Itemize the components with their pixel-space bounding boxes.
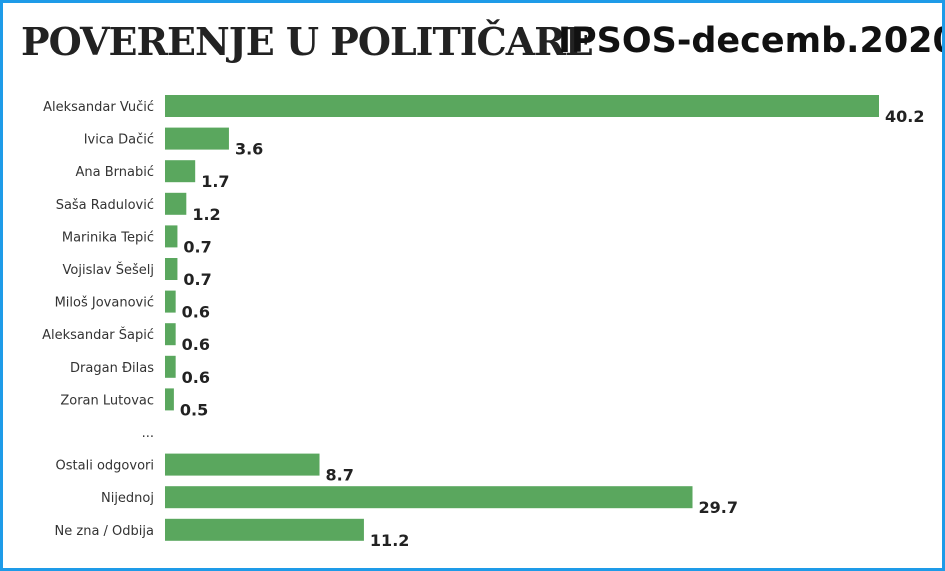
bar bbox=[165, 518, 364, 541]
category-label: ... bbox=[142, 426, 154, 441]
category-label: Aleksandar Vučić bbox=[43, 100, 154, 115]
bar bbox=[165, 486, 693, 509]
value-label: 0.6 bbox=[182, 335, 210, 354]
bar bbox=[165, 160, 196, 183]
category-label: Ana Brnabić bbox=[76, 165, 154, 180]
category-label: Marinika Tepić bbox=[62, 230, 154, 245]
chart-title: POVERENJE U POLITIČARE bbox=[21, 19, 594, 64]
category-label: Aleksandar Šapić bbox=[42, 327, 154, 343]
value-label: 0.6 bbox=[182, 368, 210, 387]
bar bbox=[165, 388, 174, 411]
value-label: 11.2 bbox=[370, 531, 409, 550]
value-label: 0.7 bbox=[183, 237, 211, 256]
bar bbox=[165, 95, 879, 117]
bar bbox=[165, 355, 176, 378]
category-label: Vojislav Šešelj bbox=[63, 262, 154, 278]
value-label: 8.7 bbox=[326, 466, 354, 485]
bar bbox=[165, 192, 187, 215]
category-label: Ivica Dačić bbox=[84, 133, 154, 148]
value-label: 3.6 bbox=[235, 140, 263, 159]
chart-subtitle: IPSOS-decemb.2020. bbox=[558, 21, 945, 61]
bar bbox=[165, 258, 178, 280]
value-label: 0.6 bbox=[182, 303, 210, 322]
value-label: 40.2 bbox=[885, 107, 924, 126]
value-label: 29.7 bbox=[699, 498, 738, 517]
category-label: Nijednoj bbox=[101, 491, 154, 506]
value-label: 1.2 bbox=[192, 205, 220, 224]
category-label: Saša Radulović bbox=[56, 198, 154, 213]
bar bbox=[165, 453, 320, 476]
value-label: 0.7 bbox=[183, 270, 211, 289]
category-label: Dragan Đilas bbox=[70, 361, 154, 376]
value-label: 0.5 bbox=[180, 400, 208, 419]
category-label: Zoran Lutovac bbox=[60, 393, 154, 408]
category-label: Ostali odgovori bbox=[56, 459, 154, 474]
bar bbox=[165, 323, 176, 346]
bar bbox=[165, 290, 176, 313]
category-label: Miloš Jovanović bbox=[55, 296, 154, 311]
value-label: 1.7 bbox=[201, 172, 229, 191]
category-label: Ne zna / Odbija bbox=[55, 524, 154, 539]
bar bbox=[165, 225, 178, 248]
bar bbox=[165, 127, 229, 150]
